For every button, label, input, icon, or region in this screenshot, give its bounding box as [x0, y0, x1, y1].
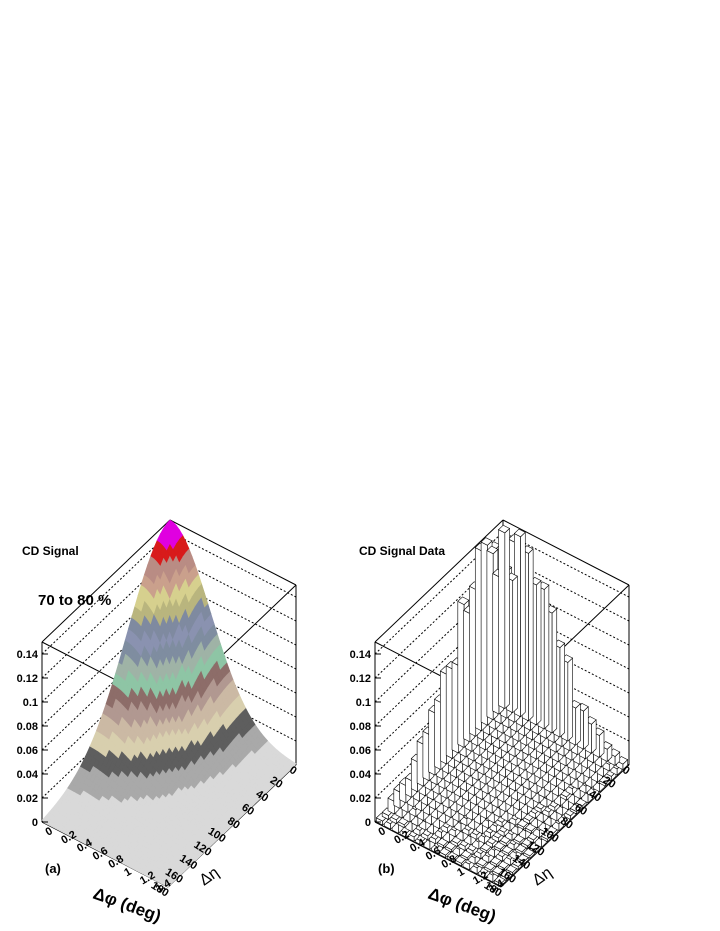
top-edge-right	[169, 519, 297, 586]
panel-b-lego-plot: 00.020.040.060.080.10.120.14020406080100…	[350, 519, 632, 926]
floor-edge-front-right	[500, 764, 630, 888]
grid-line	[374, 627, 504, 751]
lego-bar-face	[463, 609, 471, 743]
z-tick-label: 0.04	[17, 769, 39, 781]
grid-line	[41, 579, 171, 703]
panel-a-surface-plot: 00.020.040.060.080.10.120.14020406080100…	[17, 519, 299, 926]
x-tick-label: 0	[287, 764, 299, 777]
lego-bar-face	[543, 584, 550, 730]
panel-b-title: CD Signal Data	[359, 544, 445, 558]
lego-bar-face	[440, 670, 447, 765]
panel-a-ylabel: Δη	[197, 864, 223, 889]
grid-line	[374, 579, 504, 703]
z-tick-label: 0.1	[23, 697, 38, 709]
lego-bar-face	[445, 665, 453, 760]
lego-bar	[498, 524, 511, 710]
top-edge-right	[502, 519, 630, 586]
lego-bar-face	[528, 548, 534, 722]
x-tick-label: 40	[254, 788, 271, 805]
lego-bar-face	[422, 730, 430, 782]
y-tick-label: 1	[122, 866, 133, 879]
top-edge-left	[374, 519, 504, 643]
z-tick-label: 0.02	[350, 793, 371, 805]
lego-bar-face	[536, 579, 542, 726]
centrality-annotation: 70 to 80 %	[38, 592, 111, 609]
z-tick-label: 0.1	[356, 697, 371, 709]
lego-bar-face	[434, 698, 442, 771]
x-tick-label: 20	[268, 774, 285, 791]
panel-a-title: CD Signal	[22, 544, 79, 558]
z-tick-label: 0.12	[350, 673, 371, 685]
z-tick-label: 0	[32, 817, 38, 829]
grid-line	[41, 603, 171, 727]
lego-bar-face	[559, 642, 565, 738]
z-tick-label: 0.08	[350, 721, 371, 733]
lego-bar-face	[504, 527, 510, 710]
grid-line	[41, 555, 171, 679]
lego-bar-face	[410, 758, 418, 793]
lego-bar-face	[474, 547, 482, 732]
lego-bar-face	[512, 575, 518, 714]
floor-edge-front-left	[374, 821, 502, 888]
z-tick-label: 0.12	[17, 673, 38, 685]
z-tick-label: 0.14	[17, 649, 39, 661]
lego-bar-face	[416, 740, 424, 787]
lego-bar-face	[520, 531, 526, 718]
lego-bar-face	[480, 541, 488, 726]
z-tick-label: 0	[365, 817, 371, 829]
panel-b-ylabel: Δη	[530, 864, 556, 889]
z-tick-label: 0.02	[17, 793, 38, 805]
panel-b-label: (b)	[378, 861, 395, 876]
lego-bar-face	[567, 657, 573, 742]
lego-bar-face	[551, 608, 558, 734]
lego-bar-face	[486, 550, 494, 721]
grid-line	[374, 603, 504, 727]
y-tick-label: 0	[44, 825, 55, 838]
grid-line	[374, 555, 504, 679]
z-tick-label: 0.06	[350, 745, 371, 757]
lego-bar-face	[451, 661, 459, 754]
grid-line	[41, 627, 171, 751]
surface-cell	[166, 519, 174, 527]
lego-bar-face	[498, 529, 506, 710]
lego-bar-face	[583, 705, 589, 750]
lego-bar-face	[492, 573, 500, 715]
lego-bar-face	[469, 585, 477, 737]
lego-bar-face	[457, 600, 465, 748]
grid-line	[41, 531, 171, 655]
z-tick-label: 0.06	[17, 745, 38, 757]
z-tick-label: 0.04	[350, 769, 372, 781]
lego-bar-face	[428, 709, 436, 776]
z-tick-label: 0.14	[350, 649, 372, 661]
grid-line	[374, 531, 504, 655]
lego-bar-face	[575, 702, 581, 746]
x-tick-label: 80	[225, 815, 242, 832]
lego-bar-face	[591, 719, 597, 755]
x-tick-label: 60	[239, 802, 256, 819]
lego-bar	[522, 812, 535, 825]
lego-bar	[381, 807, 394, 821]
top-edge-left	[41, 519, 171, 643]
z-tick-label: 0.08	[17, 721, 38, 733]
panel-a-label: (a)	[45, 861, 61, 876]
